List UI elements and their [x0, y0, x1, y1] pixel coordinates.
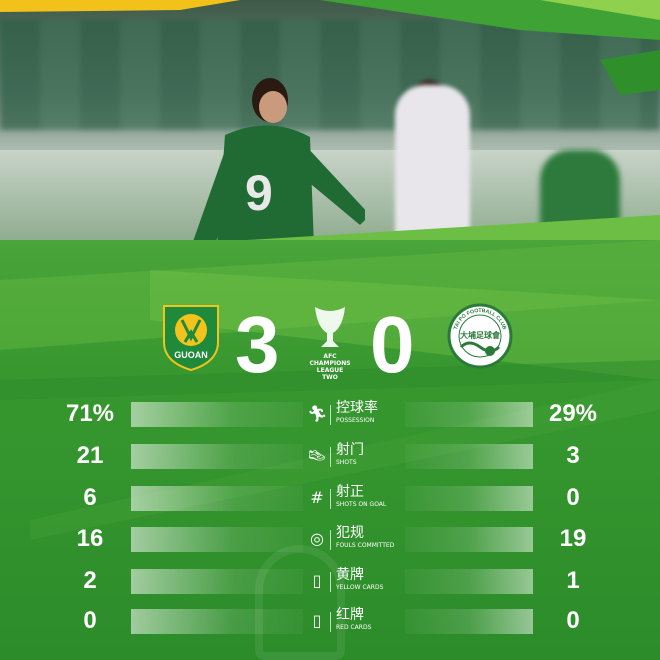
whistle-icon: ◎: [310, 529, 324, 548]
stat-label-cn: 犯规: [336, 525, 364, 541]
home-stat-bar: [131, 402, 303, 427]
away-stat-bar: [405, 402, 533, 427]
svg-text:大埔足球會: 大埔足球會: [460, 330, 501, 340]
trophy-icon: [315, 307, 345, 347]
home-stat-value: 16: [76, 525, 104, 552]
stat-label-cn: 红牌: [336, 607, 364, 623]
stat-label-en: SHOTS ON GOAL: [336, 501, 387, 508]
home-stat-bar: [131, 527, 303, 552]
stat-row: 71% 🏃︎ 控球率 POSSESSION 29%: [0, 399, 660, 429]
home-stat-value: 6: [83, 484, 97, 511]
stat-row: 6 # 射正 SHOTS ON GOAL 0: [0, 483, 660, 513]
boot-icon: 👟︎: [307, 446, 328, 465]
stat-row: 0 ▯ 红牌 RED CARDS 0: [0, 606, 660, 636]
divider: [330, 405, 331, 425]
red-card-icon: ▯: [312, 611, 322, 630]
yellow-card-icon: ▯: [312, 571, 322, 590]
home-team-name: GUOAN: [174, 350, 208, 360]
home-stat-value: 71%: [65, 400, 115, 427]
stat-label-en: FOULS COMMITTED: [336, 542, 395, 549]
home-stat-bar: [131, 569, 303, 594]
away-stat-bar: [405, 569, 533, 594]
stadium-stands: [0, 20, 660, 130]
competition-line: TWO: [322, 374, 338, 381]
away-stat-value: 3: [566, 442, 580, 469]
stat-label-cn: 控球率: [336, 400, 378, 416]
home-stat-value: 0: [83, 607, 97, 634]
divider: [330, 530, 331, 550]
home-stat-value: 21: [76, 442, 104, 469]
away-stat-value: 19: [559, 525, 587, 552]
away-stat-bar: [405, 609, 533, 634]
home-stat-value: 2: [83, 567, 97, 594]
divider: [330, 447, 331, 467]
home-team-crest: GUOAN: [163, 305, 219, 372]
stat-label-cn: 射正: [336, 484, 364, 500]
competition-logo: AFC CHAMPIONS LEAGUE TWO: [305, 305, 355, 381]
stat-label-en: RED CARDS: [336, 624, 372, 631]
divider: [330, 572, 331, 592]
divider: [330, 489, 331, 509]
stat-label-en: SHOTS: [336, 459, 357, 466]
away-stat-bar: [405, 444, 533, 469]
svg-text:9: 9: [245, 165, 273, 221]
competition-line: LEAGUE: [316, 367, 344, 374]
competition-line: AFC: [323, 353, 337, 360]
away-stat-value: 1: [566, 567, 580, 594]
home-score: 3: [235, 300, 280, 389]
away-team-crest: TAI PO FOOTBALL CLUB 大埔足球會: [447, 303, 513, 369]
away-stat-value: 0: [566, 607, 580, 634]
home-stat-bar: [131, 444, 303, 469]
stat-row: 2 ▯ 黄牌 YELLOW CARDS 1: [0, 566, 660, 596]
opponent-player: [395, 85, 470, 255]
stat-row: 16 ◎ 犯规 FOULS COMMITTED 19: [0, 524, 660, 554]
stat-label-cn: 黄牌: [336, 567, 364, 583]
running-player-icon: 🏃︎: [307, 404, 328, 423]
stat-label-en: POSSESSION: [336, 417, 375, 424]
trophy-watermark: [255, 545, 345, 660]
stat-label-cn: 射门: [336, 442, 364, 458]
away-score: 0: [370, 300, 415, 389]
stat-label-en: YELLOW CARDS: [336, 584, 384, 591]
away-stat-bar: [405, 486, 533, 511]
home-stat-bar: [131, 609, 303, 634]
competition-line: CHAMPIONS: [309, 360, 351, 367]
goal-net-icon: #: [310, 488, 324, 507]
away-stat-value: 0: [566, 484, 580, 511]
home-stat-bar: [131, 486, 303, 511]
stat-row: 21 👟︎ 射门 SHOTS 3: [0, 441, 660, 471]
divider: [330, 612, 331, 632]
away-stat-value: 29%: [548, 400, 598, 427]
away-stat-bar: [405, 527, 533, 552]
